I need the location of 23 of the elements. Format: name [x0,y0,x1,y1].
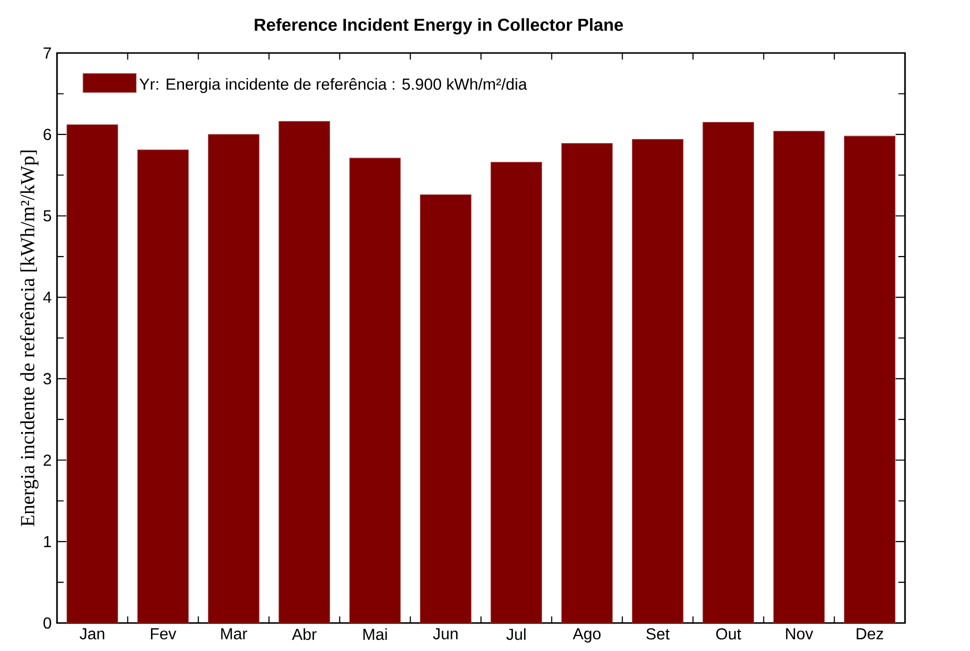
x-tick-label: Dez [856,628,884,640]
y-tick-label: 7 [44,48,51,59]
y-tick-label: 6 [44,128,52,140]
y-tick-label: 3 [43,373,52,384]
x-tick-label: Mar [221,628,248,640]
x-tick-label: Out [716,628,742,640]
x-tick-label: Ago [572,628,601,643]
y-tick-label: 4 [43,292,52,303]
y-tick-label: 5 [44,210,52,222]
y-tick-label: 2 [44,454,51,466]
x-tick-label: Jun [433,628,458,640]
chart-title: Reference Incident Energy in Collector Plane [254,18,623,34]
y-tick-label: 0 [43,617,52,629]
x-tick-label: Abr [292,628,317,640]
x-tick-label: Set [646,628,670,640]
y-tick-label: 1 [44,536,51,548]
text: Yr: Energia incidente de referência : 5.900 kWh/m²/dia [139,78,528,94]
x-tick-label: Fev [150,628,176,640]
x-tick-label: Jan [80,628,104,640]
x-tick-label: Nov [786,628,814,640]
x-tick-label: Jul [506,628,526,640]
y-axis-title: Energia incidente de referência [kWh/m²/kWp] [20,150,38,526]
x-tick-label: Mai [363,628,387,640]
